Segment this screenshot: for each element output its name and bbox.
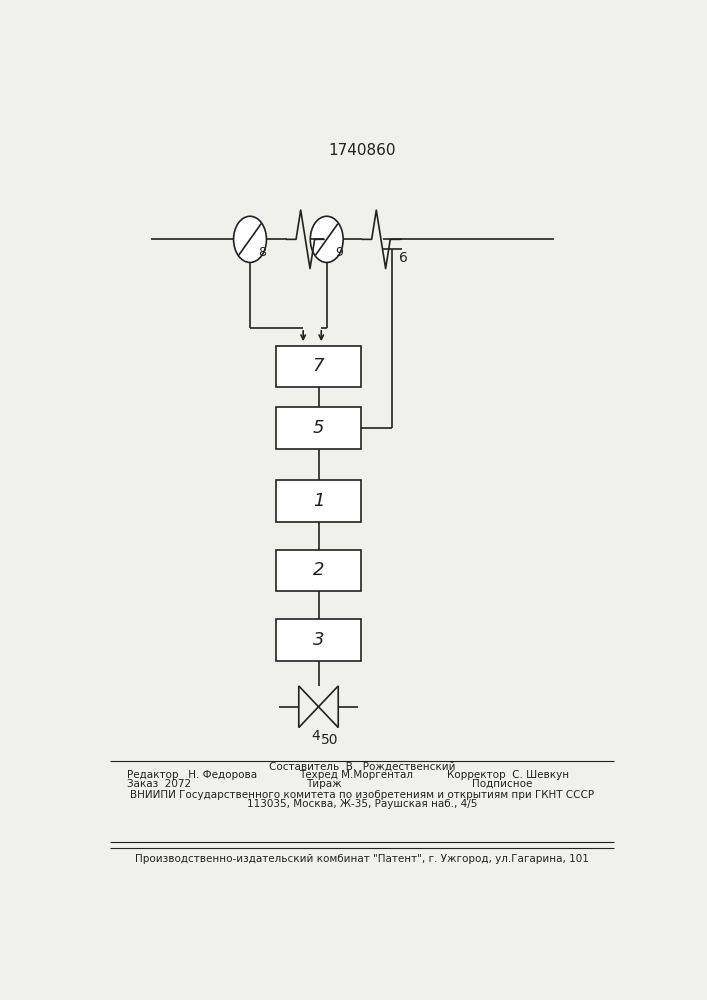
Text: 1: 1 xyxy=(312,492,325,510)
Text: 5: 5 xyxy=(312,419,325,437)
Text: 1740860: 1740860 xyxy=(329,143,396,158)
Bar xyxy=(276,346,361,387)
Text: Производственно-издательский комбинат "Патент", г. Ужгород, ул.Гагарина, 101: Производственно-издательский комбинат "П… xyxy=(136,854,589,864)
Bar xyxy=(276,480,361,522)
Text: 6: 6 xyxy=(399,251,408,265)
Text: Корректор  С. Шевкун: Корректор С. Шевкун xyxy=(448,770,569,780)
Text: 9: 9 xyxy=(335,246,343,259)
Text: 2: 2 xyxy=(312,561,325,579)
Text: Тираж: Тираж xyxy=(306,779,341,789)
Circle shape xyxy=(233,216,267,262)
Text: 50: 50 xyxy=(321,733,338,747)
Text: 8: 8 xyxy=(258,246,267,259)
Text: 3: 3 xyxy=(312,631,325,649)
Text: 4: 4 xyxy=(311,729,320,743)
Text: Подписное: Подписное xyxy=(472,779,532,789)
Text: Техред М.Моргентал: Техред М.Моргентал xyxy=(299,770,414,780)
Text: Редактор   Н. Федорова: Редактор Н. Федорова xyxy=(127,770,257,780)
Bar xyxy=(276,550,361,591)
Text: Составитель  В.  Рождественский: Составитель В. Рождественский xyxy=(269,762,455,772)
Text: ВНИИПИ Государственного комитета по изобретениям и открытиям при ГКНТ СССР: ВНИИПИ Государственного комитета по изоб… xyxy=(130,790,595,800)
Text: Заказ  2072: Заказ 2072 xyxy=(127,779,191,789)
Bar xyxy=(276,619,361,661)
Text: 113035, Москва, Ж-35, Раушская наб., 4/5: 113035, Москва, Ж-35, Раушская наб., 4/5 xyxy=(247,799,477,809)
Text: 7: 7 xyxy=(312,357,325,375)
Circle shape xyxy=(310,216,343,262)
Bar xyxy=(276,407,361,449)
